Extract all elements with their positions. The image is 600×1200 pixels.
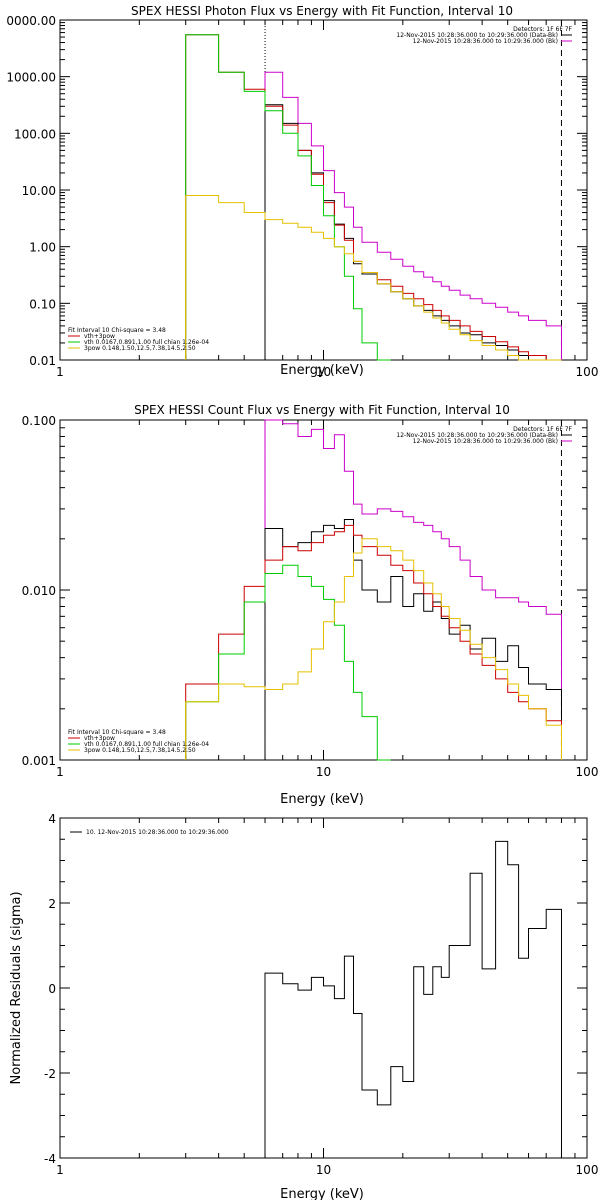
count-flux-marker-lines bbox=[264, 420, 562, 760]
residuals-series bbox=[264, 840, 562, 1158]
photon-flux-series-line bbox=[185, 34, 391, 361]
photon-flux-x-axis-label: Energy (keV) bbox=[280, 363, 364, 378]
photon-flux-ticks: 1 10 100 0.01 0.10 1.00 10.00 100.00 1000.00 0000… bbox=[6, 14, 598, 379]
photon-flux-series-line bbox=[264, 71, 562, 360]
count-flux-y-tick-label: 0.001 bbox=[22, 754, 56, 768]
count-flux-y-tick-label: 0.100 bbox=[22, 414, 56, 428]
count-flux-detectors-label: Detectors: 1F 6F 7F bbox=[513, 426, 572, 433]
count-flux-panel: SPEX HESSI Count Flux vs Energy with Fit… bbox=[22, 403, 599, 807]
residuals-y-tick-label: 4 bbox=[48, 812, 56, 826]
residuals-legend-text: 10. 12-Nov-2015 10:28:36.000 to 10:29:36… bbox=[86, 829, 229, 836]
count-flux-series-line bbox=[185, 564, 391, 761]
count-flux-legend-top-right: Detectors: 1F 6F 7F 12-Nov-2015 10:28:36… bbox=[396, 426, 572, 445]
count-flux-y-tick-label: 0.010 bbox=[22, 584, 56, 598]
photon-flux-series bbox=[185, 34, 562, 361]
photon-flux-series-line bbox=[264, 104, 562, 361]
count-flux-series-line bbox=[264, 419, 562, 760]
photon-flux-y-tick-label: 0000.00 bbox=[6, 14, 56, 28]
residuals-y-tick-label: -2 bbox=[44, 1067, 56, 1081]
photon-flux-x-tick-label: 1 bbox=[56, 365, 64, 379]
count-flux-title: SPEX HESSI Count Flux vs Energy with Fit… bbox=[134, 403, 510, 417]
residuals-legend: 10. 12-Nov-2015 10:28:36.000 to 10:29:36… bbox=[70, 829, 229, 836]
photon-flux-detectors-label: Detectors: 1F 6F 7F bbox=[513, 26, 572, 33]
count-flux-x-axis-label: Energy (keV) bbox=[280, 792, 364, 807]
residuals-x-tick-label: 10 bbox=[316, 1163, 331, 1177]
residuals-panel: 1 10 100 -4 -2 0 2 4 Energy (keV) Normalized Re… bbox=[9, 812, 598, 1200]
residuals-y-tick-label: 0 bbox=[48, 982, 56, 996]
photon-flux-y-tick-label: 0.01 bbox=[29, 354, 56, 368]
count-flux-x-tick-label: 1 bbox=[56, 765, 64, 779]
count-flux-ticks: 1 10 100 0.001 0.010 0.100 bbox=[22, 414, 599, 779]
residuals-plot-frame bbox=[59, 817, 588, 1159]
photon-flux-title: SPEX HESSI Photon Flux vs Energy with Fi… bbox=[131, 4, 513, 18]
photon-flux-marker-lines bbox=[264, 20, 562, 360]
photon-flux-legend-bottom-left: Fit Interval 10 Chi-square = 3.48 vth+3p… bbox=[68, 327, 209, 352]
photon-flux-fit-interval-label: Fit Interval 10 Chi-square = 3.48 bbox=[68, 327, 166, 334]
photon-flux-y-tick-label: 0.10 bbox=[29, 297, 56, 311]
photon-flux-x-tick-label: 100 bbox=[576, 365, 599, 379]
photon-flux-legend-3pow: 3pow 0.148,1.50,12.5,7.38,14.5,2.50 bbox=[84, 345, 196, 352]
count-flux-legend-vth: vth 0.0167,0.891,1.00 full chian 1.26e-0… bbox=[84, 741, 209, 748]
photon-flux-y-tick-label: 1.00 bbox=[29, 241, 56, 255]
count-flux-series-line bbox=[185, 524, 562, 760]
residuals-ticks: 1 10 100 -4 -2 0 2 4 bbox=[44, 812, 598, 1177]
photon-flux-legend-top-right: Detectors: 1F 6F 7F 12-Nov-2015 10:28:36… bbox=[396, 26, 572, 45]
photon-flux-series-line bbox=[185, 195, 562, 361]
count-flux-series bbox=[185, 419, 562, 761]
count-flux-series-line bbox=[185, 538, 562, 760]
photon-flux-panel: SPEX HESSI Photon Flux vs Energy with Fi… bbox=[6, 4, 598, 379]
photon-flux-legend-data-bk: 12-Nov-2015 10:28:36.000 to 10:29:36.000… bbox=[396, 32, 558, 39]
count-flux-legend-vth3pow: vth+3pow bbox=[84, 735, 115, 742]
photon-flux-y-tick-label: 10.00 bbox=[22, 184, 56, 198]
count-flux-x-tick-label: 100 bbox=[576, 765, 599, 779]
photon-flux-x-tick-label: 10 bbox=[316, 365, 331, 379]
count-flux-x-tick-label: 10 bbox=[316, 765, 331, 779]
residuals-y-tick-label: -4 bbox=[44, 1152, 56, 1166]
residuals-x-tick-label: 1 bbox=[56, 1163, 64, 1177]
photon-flux-legend-vth3pow: vth+3pow bbox=[84, 333, 115, 340]
residuals-x-tick-label: 100 bbox=[576, 1163, 599, 1177]
count-flux-legend-3pow: 3pow 0.148,1.50,12.5,7.38,14.5,2.50 bbox=[84, 747, 196, 754]
photon-flux-series-line bbox=[185, 34, 562, 361]
count-flux-fit-interval-label: Fit Interval 10 Chi-square = 3.48 bbox=[68, 729, 166, 736]
residuals-y-tick-label: 2 bbox=[48, 897, 56, 911]
residuals-x-axis-label: Energy (keV) bbox=[280, 1187, 364, 1200]
photon-flux-legend-vth: vth 0.0167,0.891,1.00 full chian 1.26e-0… bbox=[84, 339, 209, 346]
count-flux-legend-data-bk: 12-Nov-2015 10:28:36.000 to 10:29:36.000… bbox=[396, 432, 558, 439]
count-flux-series-line bbox=[264, 519, 562, 760]
photon-flux-y-tick-label: 100.00 bbox=[14, 127, 56, 141]
residuals-y-axis-label: Normalized Residuals (sigma) bbox=[9, 891, 24, 1084]
count-flux-legend-bk: 12-Nov-2015 10:28:36.000 to 10:29:36.000… bbox=[413, 438, 558, 445]
count-flux-legend-bottom-left: Fit Interval 10 Chi-square = 3.48 vth+3p… bbox=[68, 729, 209, 754]
photon-flux-y-tick-label: 1000.00 bbox=[6, 71, 56, 85]
residuals-series-line bbox=[264, 840, 562, 1158]
photon-flux-legend-bk: 12-Nov-2015 10:28:36.000 to 10:29:36.000… bbox=[413, 38, 558, 45]
